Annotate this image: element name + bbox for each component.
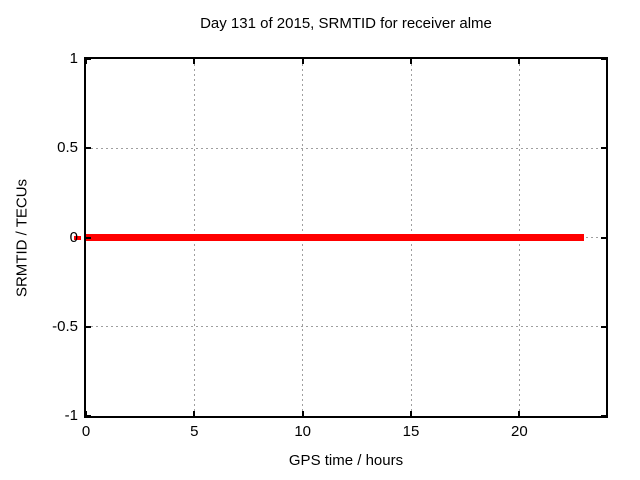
y-axis-label: SRMTID / TECUs xyxy=(13,178,31,298)
x-tick-mark xyxy=(193,59,196,64)
y-tick-mark xyxy=(601,415,606,417)
chart-title: Day 131 of 2015, SRMTID for receiver alm… xyxy=(200,15,492,32)
y-tick-mark xyxy=(86,58,91,60)
x-tick-mark xyxy=(193,411,196,416)
x-tick-mark xyxy=(518,411,521,416)
h-gridline xyxy=(86,326,606,328)
x-tick-label: 0 xyxy=(81,423,91,440)
y-tick-mark xyxy=(86,236,91,239)
x-axis-label: GPS time / hours xyxy=(288,452,404,469)
x-tick-mark xyxy=(301,411,304,416)
y-tick-mark xyxy=(86,325,91,328)
series-line-srmtid xyxy=(86,234,585,241)
y-tick-mark xyxy=(601,147,606,150)
x-tick-mark xyxy=(410,411,412,416)
x-tick-mark xyxy=(518,59,521,64)
x-tick-label: 10 xyxy=(294,423,311,440)
plot-area: 0 5 10 15 20 1 0.5 0 -0.5 -1 xyxy=(52,50,608,440)
y-tick-label: -1 xyxy=(64,407,78,424)
x-tick-label: 5 xyxy=(190,423,199,440)
x-tick-mark xyxy=(85,59,87,64)
y-tick-mark xyxy=(601,236,606,239)
y-tick-label: 0.5 xyxy=(57,139,78,157)
y-tick-label: 1 xyxy=(69,50,78,67)
h-gridline xyxy=(86,147,606,149)
y-tick-label: -0.5 xyxy=(52,317,78,335)
y-tick-mark xyxy=(601,325,606,328)
x-tick-label: 15 xyxy=(402,423,420,440)
zero-tick-marker xyxy=(74,235,81,240)
x-tick-label: 20 xyxy=(510,423,528,440)
y-tick-mark xyxy=(86,415,91,417)
x-tick-mark xyxy=(85,411,87,416)
y-tick-mark xyxy=(601,58,606,60)
x-tick-mark xyxy=(301,59,304,64)
x-tick-mark xyxy=(410,59,412,64)
y-tick-label: 0 xyxy=(69,228,78,246)
y-tick-mark xyxy=(86,147,91,150)
